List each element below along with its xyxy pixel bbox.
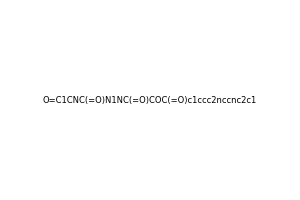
- Text: O=C1CNC(=O)N1NC(=O)COC(=O)c1ccc2nccnc2c1: O=C1CNC(=O)N1NC(=O)COC(=O)c1ccc2nccnc2c1: [43, 96, 257, 105]
